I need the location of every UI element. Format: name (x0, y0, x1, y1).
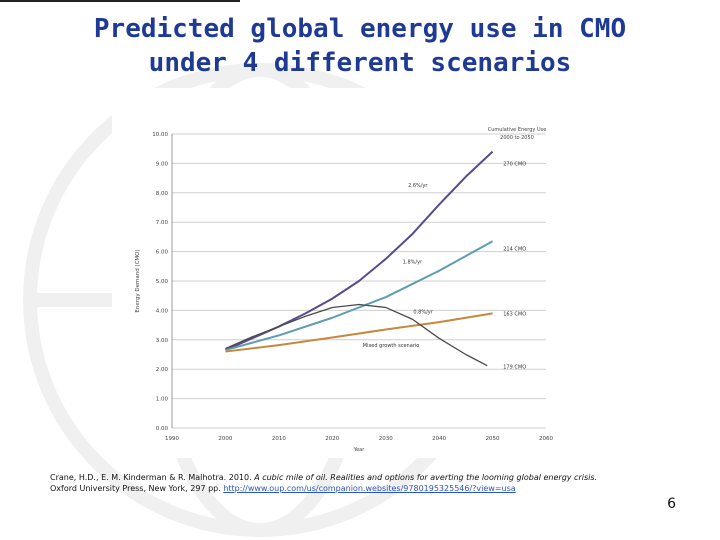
series-label: Mixed growth scenario (363, 343, 420, 349)
y-tick-label: 6.00 (156, 250, 169, 256)
series-label: 1.8%/yr (403, 259, 423, 265)
x-tick-label: 2050 (486, 436, 500, 442)
citation: Crane, H.D., E. M. Kinderman & R. Malhot… (50, 472, 597, 494)
series-label: 0.8%/yr (413, 309, 433, 315)
citation-publisher: Oxford University Press, New York, 297 p… (50, 484, 224, 493)
legend-title: Cumulative Energy Use (488, 127, 547, 133)
citation-authors: Crane, H.D., E. M. Kinderman & R. Malhot… (50, 473, 255, 482)
title-line-2: under 4 different scenarios (148, 48, 572, 78)
x-tick-label: 2040 (432, 436, 446, 442)
citation-link[interactable]: http://www.oup.com/us/companion.websites… (223, 484, 516, 493)
x-tick-label: 1990 (165, 436, 179, 442)
x-tick-label: 2000 (218, 436, 232, 442)
x-tick-label: 2010 (272, 436, 286, 442)
series-label: 2.6%/yr (408, 183, 428, 189)
energy-chart: 0.00 1.00 2.00 3.00 4.00 5.00 6.00 7.00 8.00 9.00… (112, 88, 572, 458)
series-end-label: 214 CMO (503, 247, 526, 253)
slide-title: Predicted global energy use in CMO under… (0, 12, 720, 80)
chart-background (112, 88, 572, 458)
title-line-1: Predicted global energy use in CMO (93, 14, 627, 44)
y-tick-label: 0.00 (156, 426, 169, 432)
x-tick-label: 2020 (325, 436, 339, 442)
y-axis-label: Energy Demand (CMO) (135, 249, 141, 312)
y-tick-label: 7.00 (156, 220, 169, 226)
series-end-label: 270 CMO (503, 161, 526, 167)
y-tick-label: 8.00 (156, 191, 169, 197)
series-line (225, 303, 488, 367)
series-end-label: 179 CMO (503, 364, 526, 370)
series-end-label: 163 CMO (503, 311, 526, 317)
y-tick-label: 2.00 (156, 367, 169, 373)
header-rule (0, 0, 240, 2)
x-axis-label: Year (353, 447, 366, 453)
x-tick-label: 2060 (539, 436, 553, 442)
legend-title: 2000 to 2050 (500, 135, 534, 141)
y-tick-label: 9.00 (156, 161, 169, 167)
y-tick-label: 4.00 (156, 308, 169, 314)
y-tick-label: 10.00 (152, 132, 168, 138)
series-line (225, 312, 493, 353)
y-tick-label: 3.00 (156, 338, 169, 344)
series-line (225, 240, 494, 352)
page-number: 6 (667, 496, 676, 512)
citation-book-title: A cubic mile of oil. Realities and optio… (254, 473, 598, 482)
y-tick-label: 1.00 (156, 397, 169, 403)
x-tick-label: 2030 (379, 436, 393, 442)
y-tick-label: 5.00 (156, 279, 169, 285)
